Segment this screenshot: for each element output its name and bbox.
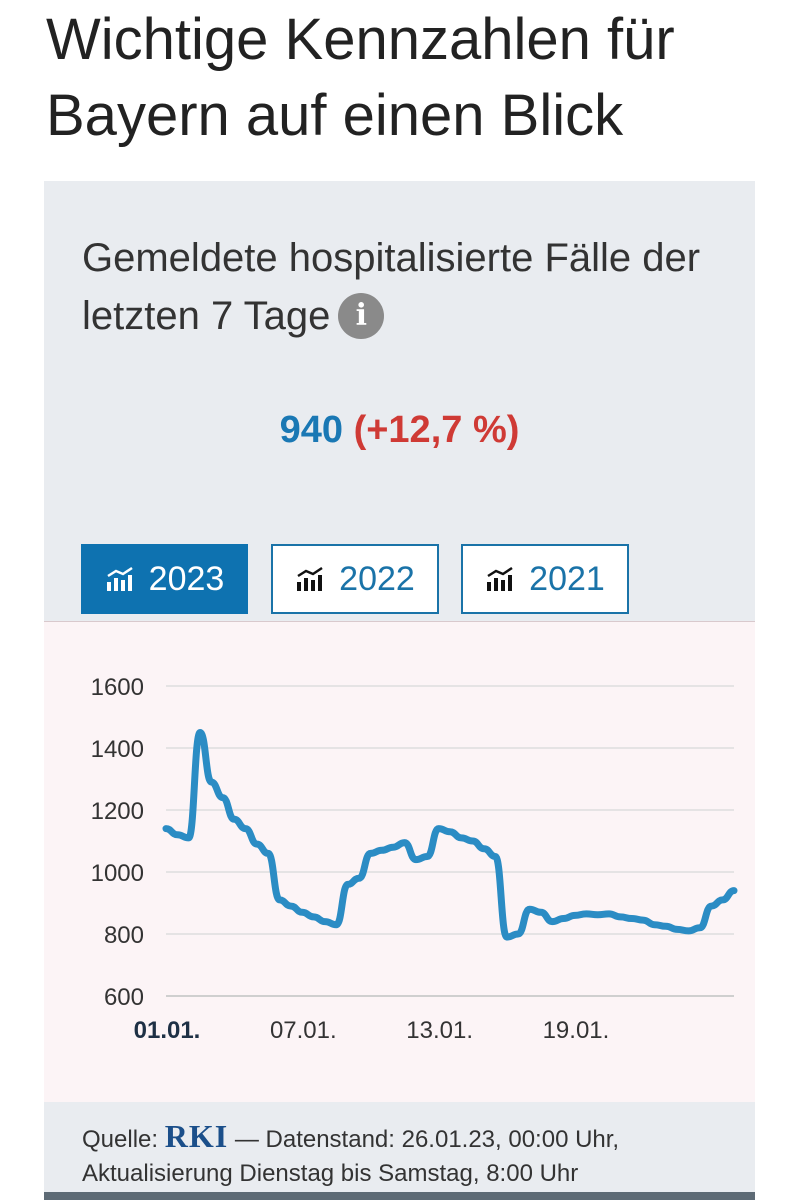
y-tick-label: 1000: [91, 860, 144, 887]
x-tick-label: 19.01.: [543, 1017, 610, 1044]
year-tab-2023[interactable]: 2023: [81, 544, 248, 614]
year-tab-2022[interactable]: 2022: [271, 544, 439, 614]
info-icon[interactable]: i: [338, 293, 385, 339]
y-tick-label: 800: [104, 922, 144, 949]
line-chart: 1600 1400 1200 1000 800 600 01.01. 07.01. 13.01.…: [91, 674, 738, 1044]
page-title: Wichtige Kennzahlen für Bayern auf einen…: [46, 7, 675, 148]
chart-icon: [297, 566, 323, 591]
rki-logo: RKI: [164, 1118, 229, 1154]
year-tab-label: 2021: [529, 559, 605, 598]
kpi-value: 940: [279, 409, 344, 451]
series-line: [162, 729, 738, 941]
y-tick-label: 1200: [91, 798, 144, 825]
chart-panel: 1600 1400 1200 1000 800 600 01.01. 07.01. 13.01.…: [44, 621, 755, 1102]
x-tick-label: 13.01.: [406, 1017, 473, 1044]
source-text: — Datenstand: 26.01.23, 00:00 Uhr, Aktua…: [82, 1126, 620, 1187]
chart-icon: [487, 566, 513, 591]
y-tick-label: 1600: [91, 674, 144, 701]
year-tab-label: 2023: [148, 559, 225, 598]
hospitalization-card: Gemeldete hospitalisierte Fälle der letz…: [44, 181, 755, 1200]
x-tick-label: 07.01.: [270, 1017, 337, 1044]
card-title-text: Gemeldete hospitalisierte Fälle der letz…: [82, 236, 701, 338]
bottom-bar: [44, 1192, 755, 1200]
kpi-change: (+12,7 %): [353, 409, 520, 451]
x-tick-label: 01.01.: [134, 1017, 201, 1044]
source-prefix: Quelle:: [82, 1126, 159, 1153]
y-tick-label: 1400: [91, 736, 144, 763]
year-tab-label: 2022: [339, 559, 415, 598]
card-title: Gemeldete hospitalisierte Fälle der letz…: [82, 229, 722, 345]
source-note: Quelle: RKI — Datenstand: 26.01.23, 00:0…: [82, 1119, 732, 1191]
year-tab-2021[interactable]: 2021: [461, 544, 629, 614]
chart-icon: [106, 566, 133, 591]
y-tick-label: 600: [104, 984, 144, 1011]
kpi-summary: 940 (+12,7 %): [44, 409, 755, 452]
